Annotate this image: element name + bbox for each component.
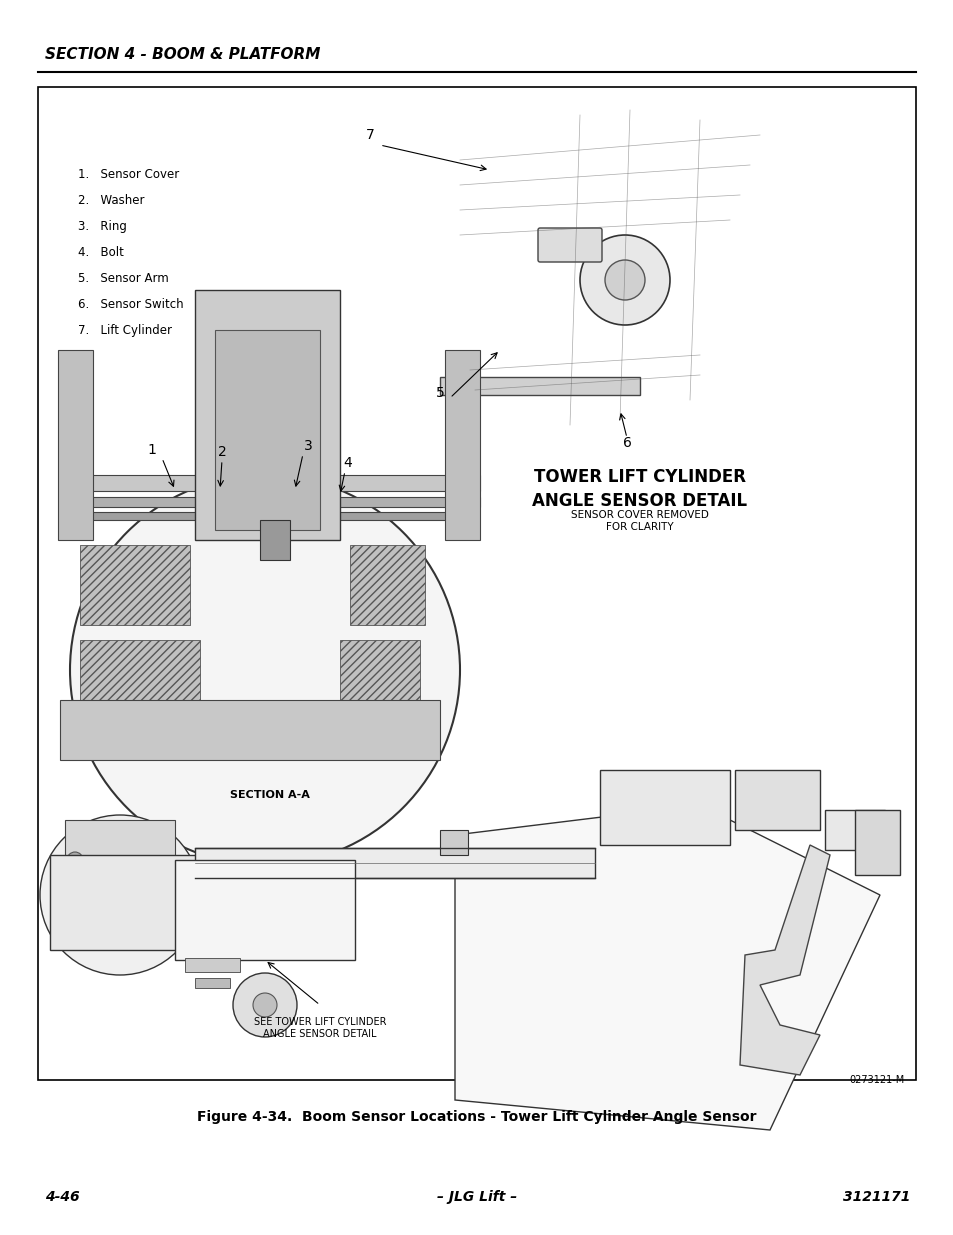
Bar (439, 830, 468, 855)
Text: ANGLE SENSOR DETAIL: ANGLE SENSOR DETAIL (532, 492, 747, 510)
Circle shape (604, 261, 644, 300)
Circle shape (253, 993, 276, 1016)
Text: 6: 6 (622, 436, 631, 450)
Text: 4: 4 (343, 456, 352, 471)
Bar (80, 545, 190, 625)
Bar (339, 640, 419, 740)
Text: 2: 2 (217, 445, 226, 459)
Bar (65, 820, 174, 869)
Text: 3.   Ring: 3. Ring (78, 220, 127, 233)
Bar (60, 700, 439, 760)
Bar (80, 513, 459, 520)
Bar (444, 350, 479, 540)
Circle shape (70, 475, 459, 864)
Text: TOWER LIFT CYLINDER: TOWER LIFT CYLINDER (534, 468, 745, 487)
Polygon shape (740, 845, 829, 1074)
Bar (260, 520, 290, 559)
Bar (194, 290, 339, 540)
Bar (58, 350, 92, 540)
Bar (854, 810, 899, 876)
Text: 2.   Washer: 2. Washer (78, 194, 144, 207)
Bar (599, 769, 729, 845)
Bar (60, 475, 479, 492)
Bar (80, 640, 200, 740)
Text: 3121171: 3121171 (841, 1191, 909, 1204)
Text: 1: 1 (148, 443, 156, 457)
Bar (38, 86, 915, 1079)
Bar (194, 848, 595, 878)
Text: SEE TOWER LIFT CYLINDER
ANGLE SENSOR DETAIL: SEE TOWER LIFT CYLINDER ANGLE SENSOR DET… (253, 1016, 386, 1039)
Text: 7: 7 (365, 128, 374, 142)
Bar (439, 377, 639, 395)
Text: 6.   Sensor Switch: 6. Sensor Switch (78, 298, 183, 311)
Text: SENSOR COVER REMOVED
FOR CLARITY: SENSOR COVER REMOVED FOR CLARITY (571, 510, 708, 531)
Bar (194, 978, 230, 988)
Circle shape (40, 815, 200, 974)
Circle shape (233, 973, 296, 1037)
Bar (60, 496, 479, 508)
Bar (824, 810, 884, 850)
Circle shape (98, 888, 142, 932)
Text: SECTION 4 - BOOM & PLATFORM: SECTION 4 - BOOM & PLATFORM (45, 47, 320, 62)
Text: SECTION A-A: SECTION A-A (230, 790, 310, 800)
Text: 3: 3 (303, 438, 312, 453)
Text: Figure 4-34.  Boom Sensor Locations - Tower Lift Cylinder Angle Sensor: Figure 4-34. Boom Sensor Locations - Tow… (197, 1110, 756, 1124)
Bar (185, 958, 240, 972)
Circle shape (67, 852, 83, 868)
Bar (174, 860, 355, 960)
Text: 4.   Bolt: 4. Bolt (78, 246, 124, 259)
Text: 5.   Sensor Arm: 5. Sensor Arm (78, 272, 169, 285)
FancyBboxPatch shape (537, 228, 601, 262)
Text: 7.   Lift Cylinder: 7. Lift Cylinder (78, 324, 172, 337)
Circle shape (579, 235, 669, 325)
Text: 1.   Sensor Cover: 1. Sensor Cover (78, 168, 179, 182)
Text: 5: 5 (436, 387, 444, 400)
Text: – JLG Lift –: – JLG Lift – (436, 1191, 517, 1204)
Bar (734, 769, 820, 830)
Polygon shape (455, 805, 879, 1130)
Bar (350, 545, 424, 625)
Text: 0273121-M: 0273121-M (849, 1074, 904, 1086)
Text: 4-46: 4-46 (45, 1191, 79, 1204)
Bar (50, 855, 205, 950)
Bar (214, 330, 319, 530)
